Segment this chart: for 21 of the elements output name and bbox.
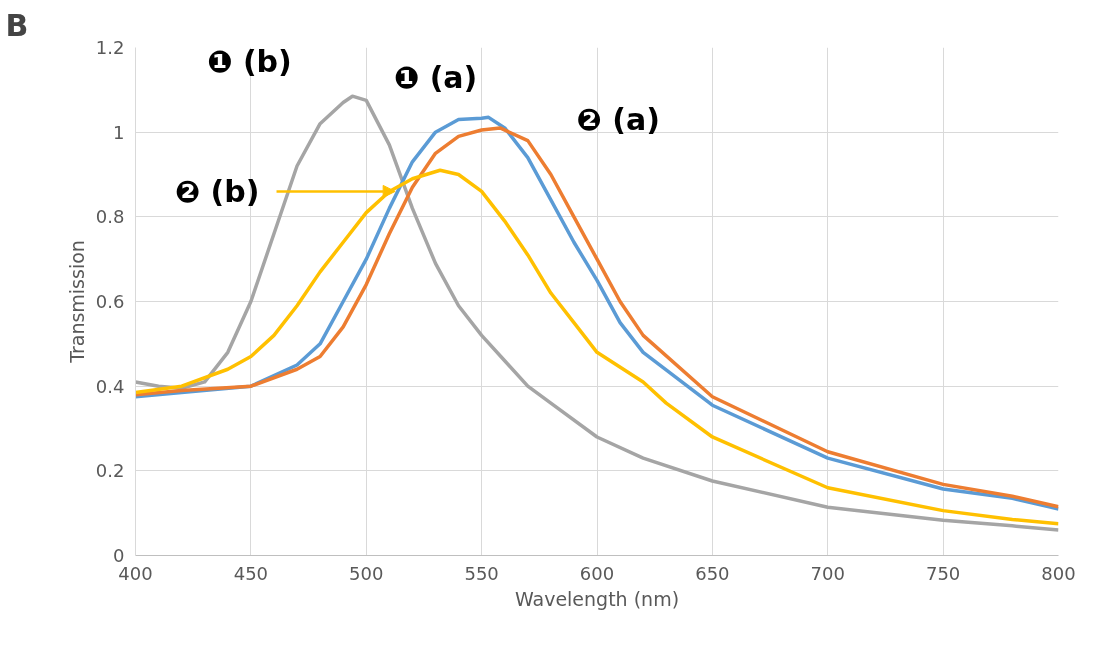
x-tick-label: 800: [1041, 562, 1076, 584]
y-axis-title: Transmission: [65, 240, 88, 364]
series-label: ❶ (b): [207, 43, 292, 79]
legend-label: ❷ (b): [174, 173, 260, 209]
y-tick-label: 0.6: [95, 291, 125, 312]
x-tick-label: 600: [579, 562, 615, 584]
x-tick-label: 450: [233, 562, 269, 584]
x-tick-label: 500: [349, 562, 384, 584]
y-tick-label: 0.8: [95, 206, 125, 228]
x-tick-label: 750: [925, 562, 961, 584]
y-tick-label: 1: [113, 121, 125, 143]
y-tick-label: 1.2: [95, 37, 125, 58]
y-tick-label: 0.4: [95, 375, 125, 397]
series-label: ❶ (a): [393, 59, 478, 95]
x-axis-title: Wavelength (nm): [514, 587, 680, 610]
y-tick-label: 0.2: [95, 460, 125, 482]
x-tick-label: 550: [464, 562, 499, 584]
x-tick-label: 650: [695, 562, 730, 584]
chart-title: B: [5, 7, 29, 43]
series-label: ❷ (a): [576, 102, 660, 138]
x-tick-label: 700: [810, 562, 845, 584]
